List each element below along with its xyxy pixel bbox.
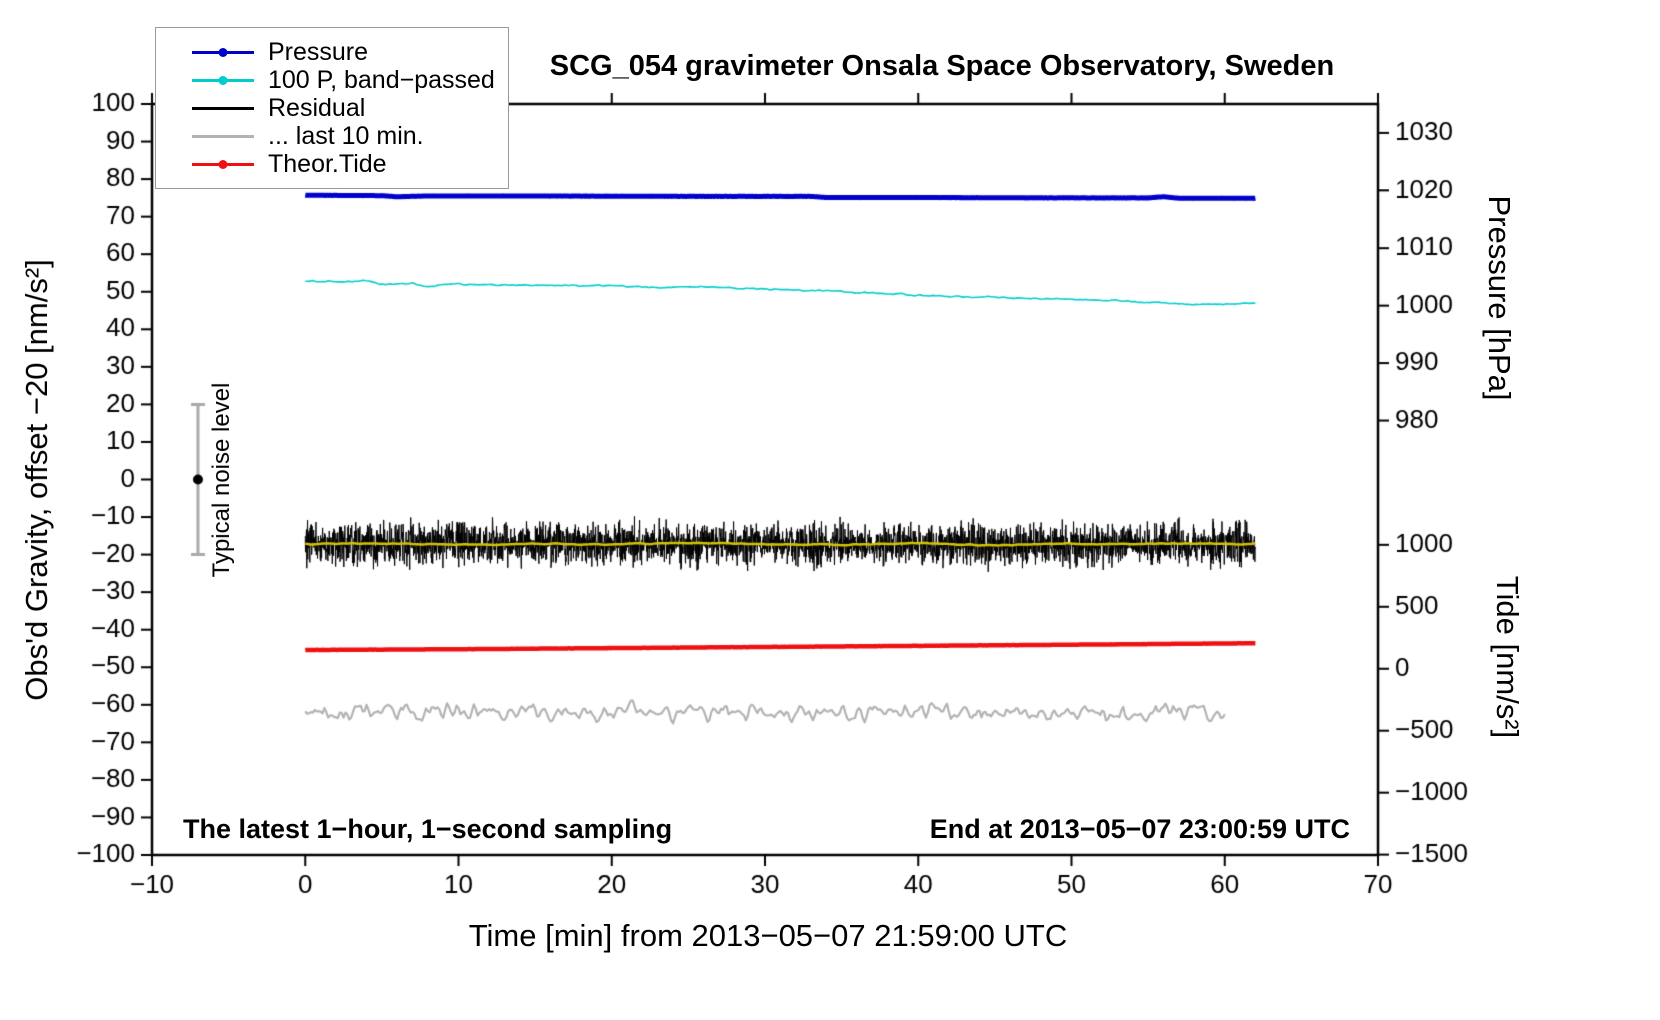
y-axis-label-gravity: Obs'd Gravity, offset −20 [nm/s²] [19,259,54,701]
legend-swatch-icon [192,75,254,85]
legend-label: 100 P, band−passed [268,65,495,94]
annotation-end-time: End at 2013−05−07 23:00:59 UTC [929,814,1350,844]
legend-label: ... last 10 min. [268,121,424,150]
y-axis-label-tide: Tide [nm/s²] [1490,575,1525,739]
legend-swatch-icon [192,159,254,169]
noise-level-label: Typical noise level [208,382,235,578]
legend: Pressure 100 P, band−passed Residual... la… [155,27,509,189]
legend-item: Theor.Tide [192,150,508,178]
legend-item: Residual [192,94,508,122]
legend-item: Pressure [192,38,508,66]
x-axis-label: Time [min] from 2013−05−07 21:59:00 UTC [468,918,1068,953]
annotation-sampling-info: The latest 1−hour, 1−second sampling [183,814,673,844]
chart-title: SCG_054 gravimeter Onsala Space Observat… [549,50,1335,82]
y-axis-label-pressure: Pressure [hPa] [1482,195,1517,401]
legend-label: Residual [268,93,366,122]
legend-swatch-icon [192,47,254,57]
legend-item: 100 P, band−passed [192,66,508,94]
legend-label: Pressure [268,37,369,66]
legend-swatch-icon [192,103,254,113]
legend-swatch-icon [192,131,254,141]
legend-item: ... last 10 min. [192,122,508,150]
legend-label: Theor.Tide [268,149,387,178]
